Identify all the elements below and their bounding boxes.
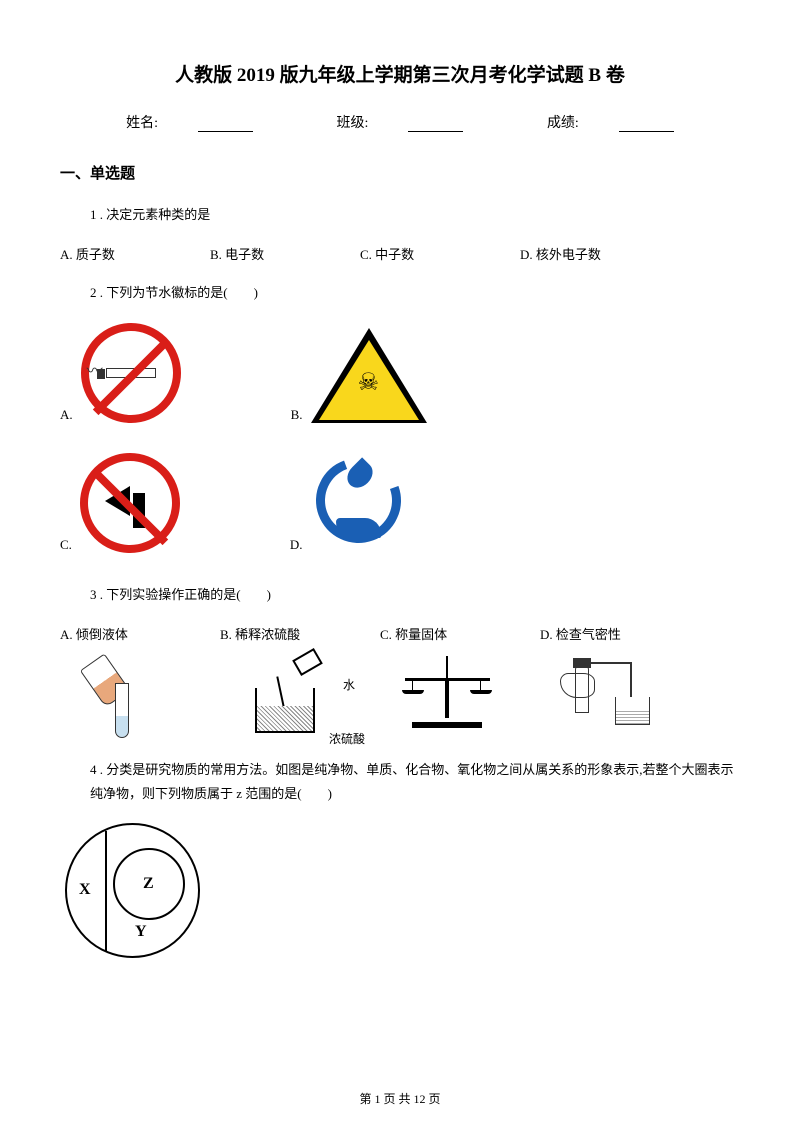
q2-option-d-label: D.	[290, 537, 303, 553]
venn-diagram: X Z Y	[65, 823, 215, 958]
water-save-icon	[311, 453, 411, 553]
section-1-title: 一、单选题	[60, 162, 740, 183]
q1-option-a: A. 质子数	[60, 244, 210, 263]
acid-text: 浓硫酸	[329, 730, 365, 747]
question-2-options-row2: C. D.	[60, 453, 740, 568]
no-left-turn-icon	[80, 453, 180, 553]
class-blank	[408, 131, 463, 132]
no-smoking-icon: 〰	[81, 323, 181, 423]
balance-diagram	[380, 648, 520, 743]
question-1-options: A. 质子数 B. 电子数 C. 中子数 D. 核外电子数	[60, 244, 740, 263]
gas-check-diagram	[540, 648, 680, 743]
question-3: 3 . 下列实验操作正确的是( )	[90, 583, 740, 606]
page-title: 人教版 2019 版九年级上学期第三次月考化学试题 B 卷	[60, 60, 740, 87]
q1-option-d: D. 核外电子数	[520, 244, 670, 263]
question-3-options: A. 倾倒液体 B. 稀释浓硫酸 水 浓硫酸 C. 称量固体 D. 检查气密性	[60, 624, 740, 743]
venn-label-z: Z	[143, 875, 154, 893]
venn-label-x: X	[79, 881, 91, 899]
q2-option-a-label: A.	[60, 407, 73, 423]
question-4: 4 . 分类是研究物质的常用方法。如图是纯净物、单质、化合物、氧化物之间从属关系…	[90, 758, 740, 805]
q2-option-b-label: B.	[291, 407, 303, 423]
score-blank	[619, 131, 674, 132]
question-2-options: A. 〰 B. ☠	[60, 323, 740, 438]
q3-option-a-label: A. 倾倒液体	[60, 624, 200, 643]
page-footer: 第 1 页 共 12 页	[0, 1090, 800, 1107]
question-2: 2 . 下列为节水徽标的是( )	[90, 281, 740, 304]
name-label: 姓名:	[126, 116, 158, 131]
name-blank	[198, 131, 253, 132]
q3-option-c-label: C. 称量固体	[380, 624, 520, 643]
q2-option-c-label: C.	[60, 537, 72, 553]
question-1: 1 . 决定元素种类的是	[90, 203, 740, 226]
q3-option-b-label: B. 稀释浓硫酸	[220, 624, 360, 643]
water-text: 水	[343, 676, 355, 693]
dilute-acid-diagram: 水 浓硫酸	[220, 648, 360, 743]
student-info-line: 姓名: 班级: 成绩:	[60, 112, 740, 132]
toxic-warning-icon: ☠	[311, 328, 427, 423]
pour-liquid-diagram	[60, 648, 200, 743]
q1-option-c: C. 中子数	[360, 244, 520, 263]
q3-option-d-label: D. 检查气密性	[540, 624, 680, 643]
score-label: 成绩:	[547, 116, 579, 131]
class-label: 班级:	[337, 116, 369, 131]
venn-label-y: Y	[135, 923, 147, 941]
q1-option-b: B. 电子数	[210, 244, 360, 263]
